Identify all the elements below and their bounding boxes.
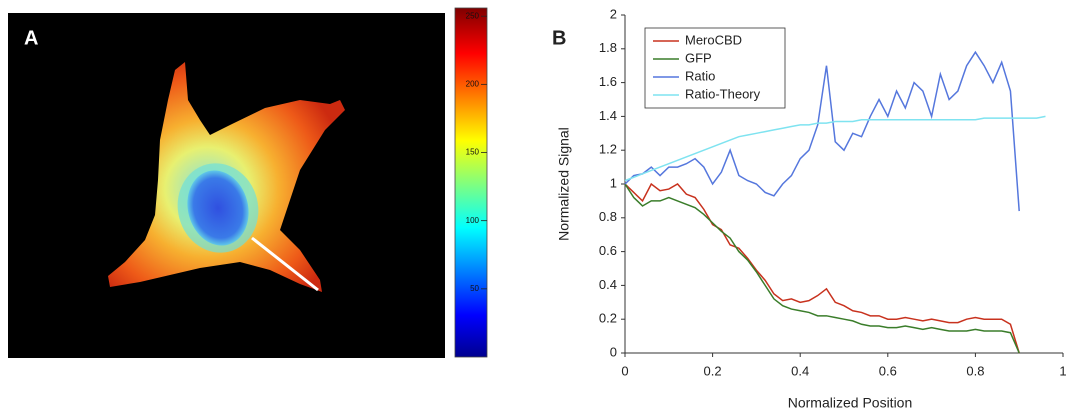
- x-tick-label: 0: [621, 363, 628, 378]
- colorbar-tick-label: 50: [470, 284, 479, 293]
- profile-line: [251, 236, 319, 292]
- series-line: [624, 183, 1020, 354]
- y-tick-label: 1: [610, 175, 617, 190]
- colorbar-tick-label: 100: [466, 216, 480, 225]
- x-tick-label: 0.2: [704, 363, 722, 378]
- y-tick-label: 0: [610, 344, 617, 359]
- colorbar-tick-label: 250: [466, 11, 480, 20]
- x-tick-label: 0.8: [966, 363, 984, 378]
- y-tick-label: 0.6: [599, 243, 617, 258]
- x-tick-label: 1: [1059, 363, 1066, 378]
- colorbar-tick-label: 200: [466, 79, 480, 88]
- colorbar-frame: [454, 7, 488, 358]
- y-tick-label: 1.4: [599, 108, 617, 123]
- y-tick-label: 0.4: [599, 277, 617, 292]
- y-axis-title: Normalized Signal: [556, 127, 572, 241]
- y-tick-label: 1.8: [599, 40, 617, 55]
- series-line: [624, 50, 1020, 212]
- y-tick-label: 0.8: [599, 209, 617, 224]
- nucleus: [187, 170, 249, 246]
- panel-label: B: [552, 27, 566, 49]
- x-tick-label: 0.4: [791, 363, 809, 378]
- series-line: [624, 115, 1046, 182]
- x-tick-label: 0.6: [879, 363, 897, 378]
- legend-label: MeroCBD: [685, 32, 742, 47]
- legend-label: GFP: [685, 50, 712, 65]
- y-tick-label: 1.6: [599, 74, 617, 89]
- x-axis-title: Normalized Position: [788, 395, 913, 411]
- y-tick-label: 0.2: [599, 311, 617, 326]
- panel-label: A: [24, 27, 38, 49]
- colorbar: [455, 8, 487, 357]
- colorbar-tick-label: 150: [466, 148, 480, 157]
- y-tick-label: 1.2: [599, 142, 617, 157]
- legend-label: Ratio-Theory: [685, 86, 761, 101]
- series-line: [624, 182, 1020, 354]
- legend-label: Ratio: [685, 68, 715, 83]
- y-tick-label: 2: [610, 6, 617, 21]
